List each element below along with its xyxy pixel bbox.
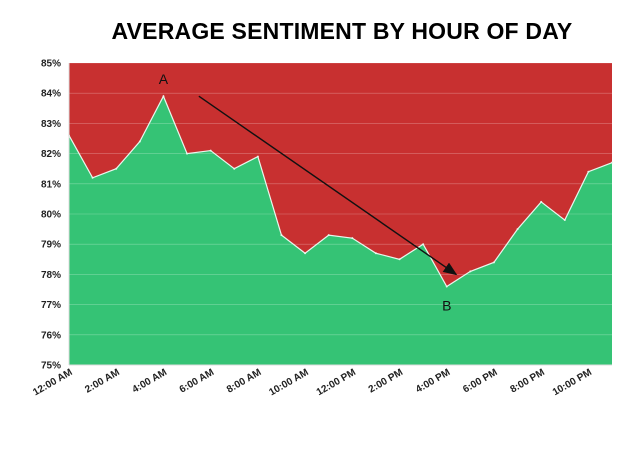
data-point	[209, 149, 212, 152]
data-point	[445, 285, 448, 288]
x-tick-label: 10:00 PM	[551, 367, 594, 398]
data-point	[469, 270, 472, 273]
x-tick-label: 10:00 AM	[267, 367, 310, 398]
data-point	[492, 261, 495, 264]
x-tick-label: 12:00 PM	[315, 367, 358, 398]
data-point	[304, 252, 307, 255]
data-point	[280, 234, 283, 237]
positive-area	[69, 96, 612, 365]
x-tick-label: 8:00 PM	[508, 367, 546, 395]
y-tick-label: 85%	[41, 59, 61, 70]
y-tick-label: 82%	[41, 149, 61, 160]
x-tick-label: 6:00 AM	[178, 367, 216, 396]
x-tick-label: 2:00 AM	[83, 367, 121, 396]
data-point	[233, 167, 236, 170]
data-point	[162, 95, 165, 98]
y-tick-label: 77%	[41, 300, 61, 311]
data-point	[374, 252, 377, 255]
data-point	[115, 167, 118, 170]
x-tick-label: 4:00 AM	[131, 367, 169, 396]
data-point	[563, 219, 566, 222]
data-point	[540, 200, 543, 203]
x-tick-label: 6:00 PM	[461, 367, 499, 395]
x-tick-label: 2:00 PM	[367, 367, 405, 395]
data-point	[587, 170, 590, 173]
data-point	[351, 237, 354, 240]
annotation-a: A	[159, 71, 169, 87]
x-tick-label: 12:00 AM	[31, 367, 74, 398]
y-tick-label: 83%	[41, 119, 61, 130]
data-point	[516, 228, 519, 231]
y-tick-label: 75%	[41, 361, 61, 372]
data-point	[422, 243, 425, 246]
y-tick-label: 81%	[41, 179, 61, 190]
trend-arrow	[198, 95, 458, 276]
y-tick-label: 78%	[41, 270, 61, 281]
data-point	[186, 152, 189, 155]
data-point	[327, 234, 330, 237]
y-tick-label: 76%	[41, 330, 61, 341]
data-point	[611, 161, 613, 164]
series-line	[68, 94, 613, 288]
y-tick-label: 84%	[41, 89, 61, 100]
data-point	[91, 176, 94, 179]
data-point	[256, 155, 259, 158]
chart-title: AVERAGE SENTIMENT BY HOUR OF DAY	[111, 18, 573, 44]
x-tick-label: 4:00 PM	[414, 367, 452, 395]
y-tick-label: 80%	[41, 210, 61, 221]
y-tick-label: 79%	[41, 240, 61, 251]
data-point	[138, 140, 141, 143]
annotation-b: B	[442, 298, 451, 314]
x-tick-label: 8:00 AM	[225, 367, 263, 396]
data-point	[398, 258, 401, 261]
